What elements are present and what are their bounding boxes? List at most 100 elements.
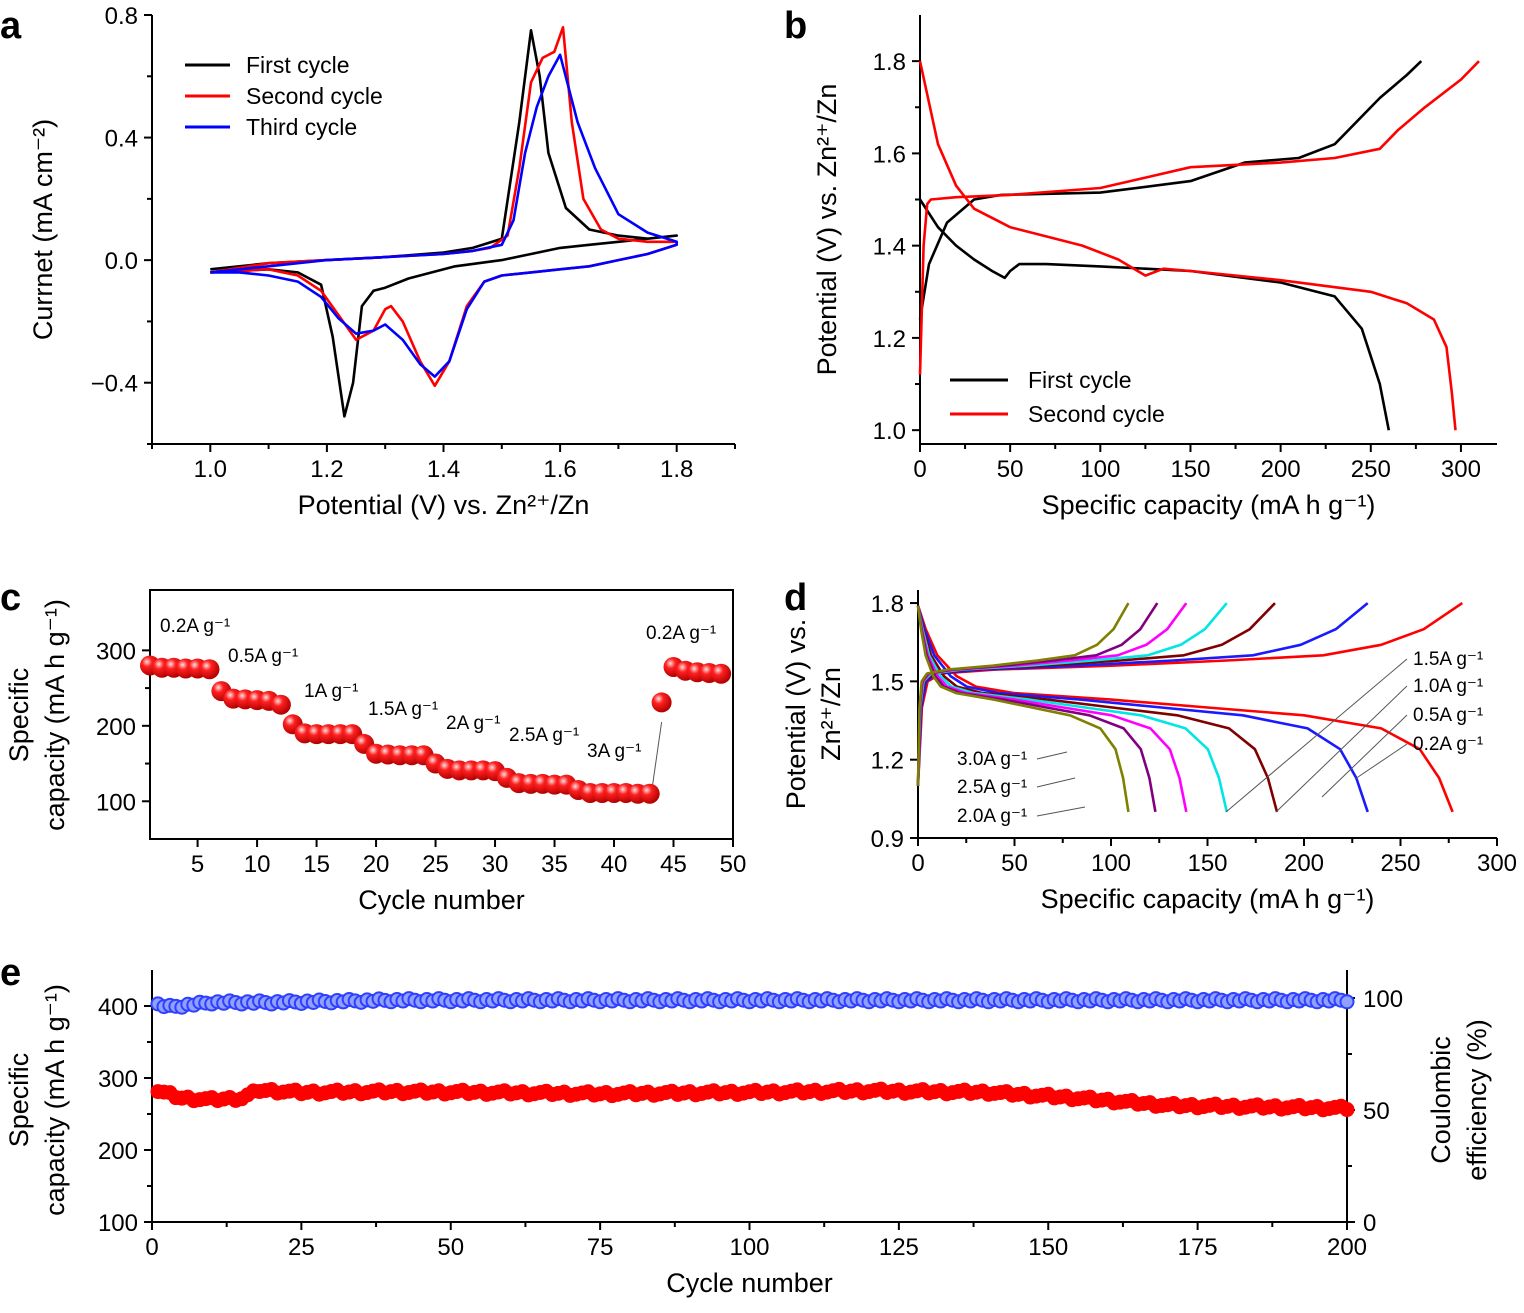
panel-d-leader-line [1275, 685, 1408, 813]
panel-d-y-tick-label: 1.5 [871, 669, 904, 696]
panel-e-x-tick-label: 150 [1028, 1234, 1068, 1261]
panel-c-rate-annotation: 0.2A g⁻¹ [646, 623, 716, 644]
panel-b-y-tick-label: 1.2 [873, 326, 906, 353]
panel-b-legend-label-1: First cycle [1028, 367, 1132, 393]
panel-e-capacity-point [1339, 1102, 1355, 1118]
panel-d-x-axis-title: Specific capacity (mA h g⁻¹) [1041, 884, 1375, 914]
panel-d-rate-label: 2.5A g⁻¹ [957, 777, 1027, 798]
panel-e-y2-tick-label: 0 [1363, 1210, 1376, 1237]
panel-d-x-tick-label: 250 [1380, 850, 1420, 877]
panel-a-x-tick-label: 1.2 [310, 456, 343, 483]
panel-a-x-tick-label: 1.8 [660, 456, 693, 483]
panel-a-x-axis-title: Potential (V) vs. Zn²⁺/Zn [298, 490, 590, 520]
panel-c-rate-annotation: 2A g⁻¹ [446, 713, 500, 734]
panel-d-rate-label: 3.0A g⁻¹ [957, 749, 1027, 770]
panel-d-discharge-curve-3 [916, 605, 1279, 813]
panel-letter-e: e [0, 952, 21, 994]
panel-letter-a: a [0, 5, 22, 47]
panel-d-rate-label: 1.5A g⁻¹ [1413, 649, 1483, 670]
panel-e-y-tick-label: 200 [98, 1138, 138, 1165]
panel-d-rate-label: 0.5A g⁻¹ [1413, 705, 1483, 726]
panel-a-series-line-3 [210, 53, 678, 378]
panel-b-y-axis-title: Potential (V) vs. Zn²⁺/Zn [812, 84, 842, 376]
panel-e-x-tick-label: 175 [1178, 1234, 1218, 1261]
panel-c-x-tick-label: 40 [601, 851, 628, 878]
panel-b-legend-label-2: Second cycle [1028, 401, 1165, 427]
panel-c-y-tick-label: 200 [96, 714, 136, 741]
panel-c-x-tick-label: 15 [303, 851, 330, 878]
panel-b-series-line-2-2 [918, 60, 1480, 375]
panel-c-rate-annotation: 0.5A g⁻¹ [228, 646, 298, 667]
panel-c-frame [149, 589, 734, 840]
panel-b-x-axis-title: Specific capacity (mA h g⁻¹) [1042, 490, 1376, 520]
panel-d-discharge-curve-7 [916, 605, 1130, 813]
panel-d-x-tick-label: 300 [1477, 850, 1517, 877]
panel-d-x-tick-label: 150 [1187, 850, 1227, 877]
panel-letter-b: b [784, 5, 807, 47]
panel-letter-d: d [784, 577, 807, 619]
panel-c-rate-annotation: 2.5A g⁻¹ [509, 725, 579, 746]
panel-a-y-axis-title: Currnet (mA cm⁻²) [28, 119, 58, 340]
panel-b-x-tick-label: 150 [1170, 456, 1210, 483]
panel-c-x-tick-label: 50 [720, 851, 747, 878]
chart-panel-b: 0 50 100 150 200 250 300 1.0 1.2 1.4 1.6 1.8 Specifi… [812, 15, 1497, 520]
panel-c-x-tick-label: 45 [660, 851, 687, 878]
panel-d-leader-line [1036, 777, 1076, 788]
panel-e-efficiency-point [1339, 994, 1355, 1010]
chart-panel-a: 1.0 1.2 1.4 1.6 1.8 −0.4 0.0 0.4 0.8 Potential (V… [28, 3, 736, 520]
panel-a-legend-label-1: First cycle [246, 52, 350, 78]
panel-e-x-axis-title: Cycle number [666, 1268, 833, 1298]
panel-d-leader-line [1225, 658, 1408, 813]
panel-c-x-tick-label: 5 [191, 851, 204, 878]
panel-b-x-tick-label: 50 [997, 456, 1024, 483]
panel-d-rate-label: 0.2A g⁻¹ [1413, 734, 1483, 755]
panel-b-x-tick-label: 250 [1351, 456, 1391, 483]
panel-a-x-tick-label: 1.0 [194, 456, 227, 483]
panel-b-x-tick-label: 300 [1441, 456, 1481, 483]
panel-d-discharge-curve-2 [916, 605, 1369, 813]
panel-letter-c: c [0, 577, 21, 619]
panel-d-y-tick-label: 1.2 [871, 748, 904, 775]
panel-e-y2-tick-label: 100 [1363, 986, 1403, 1013]
panel-d-x-tick-label: 100 [1091, 850, 1131, 877]
panel-a-x-tick-label: 1.4 [427, 456, 460, 483]
panel-c-x-tick-label: 20 [363, 851, 390, 878]
panel-c-y-axis-title-line1: Specific [4, 668, 34, 763]
panel-c-leader-line [651, 721, 663, 789]
panel-c-y-tick-label: 300 [96, 638, 136, 665]
panel-b-series-line-1-2 [918, 60, 1423, 320]
panel-a-legend-label-3: Third cycle [246, 114, 357, 140]
panel-a-x-tick-label: 1.6 [543, 456, 576, 483]
panel-b-y-tick-label: 1.8 [873, 49, 906, 76]
panel-c-rate-annotation: 0.2A g⁻¹ [160, 616, 230, 637]
panel-c-data-point [651, 692, 672, 713]
panel-e-y-tick-label: 100 [98, 1210, 138, 1237]
panel-c-data-point [711, 663, 732, 684]
panel-c-x-axis-title: Cycle number [358, 885, 525, 915]
chart-panel-d: 0 50 100 150 200 250 300 0.9 1.2 1.5 1.8 Specific c… [781, 590, 1517, 914]
panel-e-y-tick-label: 400 [98, 994, 138, 1021]
panel-c-rate-annotation: 3A g⁻¹ [587, 741, 641, 762]
panel-c-data-point [639, 783, 660, 804]
panel-d-y-tick-label: 1.8 [871, 591, 904, 618]
panel-a-legend-label-2: Second cycle [246, 83, 383, 109]
panel-d-y-axis-title-line2: Zn²⁺/Zn [816, 667, 846, 761]
panel-e-y-axis-title-line2: capacity (mA h g⁻¹) [40, 984, 70, 1216]
panel-b-x-tick-label: 100 [1080, 456, 1120, 483]
panel-e-x-tick-label: 0 [145, 1234, 158, 1261]
panel-d-leader-line [1036, 806, 1086, 817]
panel-b-y-tick-label: 1.6 [873, 141, 906, 168]
panel-d-rate-label: 1.0A g⁻¹ [1413, 676, 1483, 697]
panel-d-x-tick-label: 200 [1284, 850, 1324, 877]
panel-d-y-axis-title-line1: Potential (V) vs. [781, 619, 811, 810]
chart-panel-c: 5 10 15 20 25 30 35 40 45 50 100 200 300 Cycle number… [4, 589, 747, 915]
panel-d-leader-line [1036, 751, 1068, 760]
panel-c-x-tick-label: 30 [482, 851, 509, 878]
panel-a-y-tick-label: 0.0 [105, 248, 138, 275]
panel-d-discharge-curve-1 [916, 605, 1454, 813]
panel-b-x-tick-label: 200 [1261, 456, 1301, 483]
panel-a-y-tick-label: 0.4 [105, 126, 138, 153]
panel-c-data-point [270, 694, 291, 715]
panel-b-series-line-2-1 [918, 60, 1457, 431]
